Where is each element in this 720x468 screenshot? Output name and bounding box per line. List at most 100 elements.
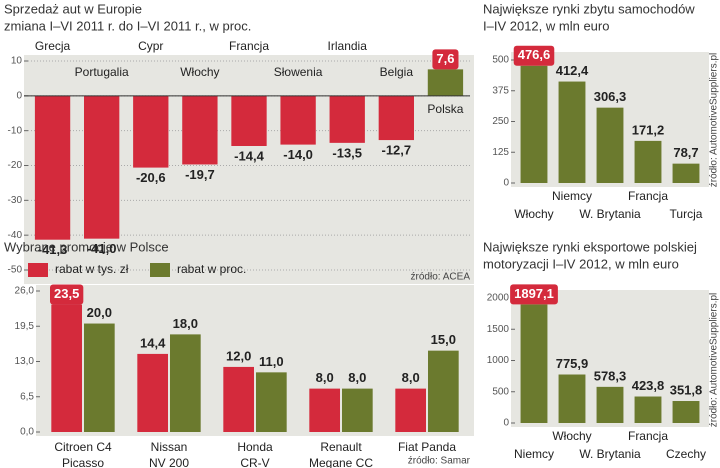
source-note: źródło: Samar xyxy=(408,456,471,467)
value-label: 412,4 xyxy=(556,63,589,78)
value-label: 8,0 xyxy=(402,370,420,385)
bar xyxy=(223,366,254,432)
x-tick-label: Włochy xyxy=(180,65,219,79)
value-label: 12,0 xyxy=(226,348,251,363)
x-tick-label: Irlandia xyxy=(328,39,368,53)
value-label: 351,8 xyxy=(670,382,703,397)
bar xyxy=(84,323,115,432)
x-tick-label: Renault xyxy=(320,440,362,454)
x-tick-label: Citroen C4 xyxy=(54,440,112,454)
x-tick-label: Fiat Panda xyxy=(398,440,456,454)
bar xyxy=(428,350,459,432)
value-label: 11,0 xyxy=(259,354,284,369)
bar xyxy=(378,95,414,141)
x-tick-label: Słowenia xyxy=(274,65,323,79)
x-tick-label: Włochy xyxy=(514,207,553,221)
y-tick-label: -50 xyxy=(8,265,23,276)
chart-title: Największe rynki eksportowe polskiej xyxy=(483,239,697,254)
value-label: -14,4 xyxy=(234,148,264,163)
x-tick-label: Niemcy xyxy=(514,447,554,461)
x-tick-label: Francja xyxy=(628,189,668,203)
y-tick-label: -10 xyxy=(8,125,23,136)
y-tick-label: -40 xyxy=(8,230,23,241)
bar xyxy=(558,374,586,423)
y-tick-label: 0 xyxy=(16,90,22,101)
bar xyxy=(51,304,82,432)
value-label: 15,0 xyxy=(431,332,456,347)
y-tick-label: 0 xyxy=(503,418,509,429)
x-tick-label: Cypr xyxy=(138,39,163,53)
x-tick-label: W. Brytania xyxy=(579,207,641,221)
value-label: -41,3 xyxy=(38,242,68,257)
bar xyxy=(596,107,624,183)
x-tick-label: Włochy xyxy=(552,429,591,443)
bar xyxy=(182,95,218,165)
x-tick-label: Francja xyxy=(229,39,269,53)
bar xyxy=(280,95,316,145)
bar xyxy=(634,396,662,423)
x-tick-label: Portugalia xyxy=(75,65,129,79)
y-tick-label: -30 xyxy=(8,195,23,206)
bar xyxy=(256,372,287,432)
legend-swatch xyxy=(28,263,48,277)
x-tick-label: Belgia xyxy=(380,65,414,79)
value-label: 1897,1 xyxy=(514,286,554,301)
bar xyxy=(329,95,365,143)
y-tick-label: 26,0 xyxy=(15,286,35,297)
source-note: źródło: ACEA xyxy=(411,272,471,283)
value-label: 20,0 xyxy=(87,305,112,320)
legend-label: rabat w proc. xyxy=(177,262,246,276)
bar xyxy=(634,140,662,183)
bar xyxy=(520,65,548,183)
x-tick-label: Picasso xyxy=(62,456,104,468)
x-tick-label: NV 200 xyxy=(149,456,189,468)
y-tick-label: 6,5 xyxy=(20,391,34,402)
value-label: 578,3 xyxy=(594,368,627,383)
x-tick-label: Francja xyxy=(628,429,668,443)
bar xyxy=(133,95,169,168)
value-label-highlight xyxy=(432,49,459,70)
value-label: 476,6 xyxy=(518,47,551,62)
chart-subtitle: motoryzacji I–IV 2012, w mln euro xyxy=(483,256,679,271)
x-tick-label: Honda xyxy=(237,440,273,454)
y-tick-label: 125 xyxy=(492,147,509,158)
value-label: 8,0 xyxy=(316,370,334,385)
y-tick-label: 250 xyxy=(492,116,509,127)
bar xyxy=(137,353,168,432)
x-tick-label: Turcja xyxy=(670,207,703,221)
value-label: 171,2 xyxy=(632,122,665,137)
bar xyxy=(558,81,586,183)
x-tick-label: Grecja xyxy=(35,39,71,53)
x-tick-label: Niemcy xyxy=(552,189,592,203)
y-tick-label: 500 xyxy=(492,386,509,397)
bar xyxy=(395,388,426,432)
value-label: -20,6 xyxy=(136,170,166,185)
chart-subtitle: zmiana I–VI 2011 r. do I–VI 2011 r., w p… xyxy=(4,18,251,33)
x-tick-label: Megane CC xyxy=(309,456,373,468)
value-label: 14,4 xyxy=(140,335,166,350)
value-label: 18,0 xyxy=(173,316,198,331)
y-tick-label: 2000 xyxy=(487,293,510,304)
bar xyxy=(427,69,464,96)
value-label-highlight xyxy=(50,284,84,305)
x-tick-label: Nissan xyxy=(151,440,188,454)
value-label: 306,3 xyxy=(594,89,627,104)
x-tick-label: CR-V xyxy=(240,456,269,468)
y-tick-label: 1000 xyxy=(487,355,510,366)
y-tick-label: 19,5 xyxy=(15,321,35,332)
y-tick-label: 10 xyxy=(11,56,23,67)
chart-title: Sprzedaż aut w Europie xyxy=(4,1,142,16)
x-tick-label: Czechy xyxy=(666,447,706,461)
source-note: źródło: AutomotiveSuppliers.pl xyxy=(709,53,720,188)
bar xyxy=(34,95,71,240)
x-tick-label: W. Brytania xyxy=(579,447,641,461)
value-label-highlight xyxy=(510,284,558,305)
value-label: -41,0 xyxy=(87,241,117,256)
bar xyxy=(342,388,373,432)
chart-title: Największe rynki zbytu samochodów xyxy=(483,1,695,16)
bar xyxy=(84,95,120,239)
bar xyxy=(231,95,267,146)
chart-subtitle: I–IV 2012, w mln euro xyxy=(483,18,609,33)
y-tick-label: -20 xyxy=(8,160,23,171)
